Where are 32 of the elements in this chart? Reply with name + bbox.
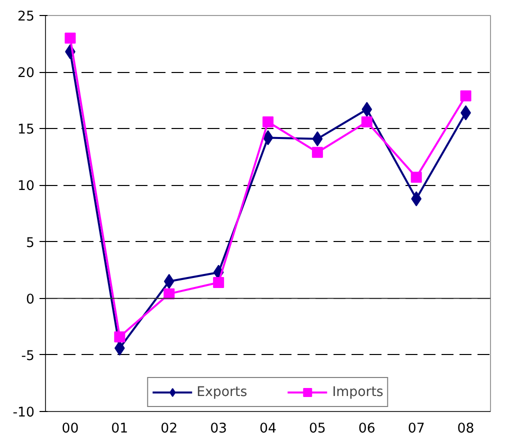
point	[164, 288, 175, 300]
x-tick-label: 03	[210, 422, 228, 436]
point	[362, 102, 372, 117]
y-tick-label: -10	[12, 406, 35, 420]
point	[312, 146, 323, 158]
point	[164, 274, 174, 289]
y-tick-label: 15	[18, 122, 35, 138]
point	[262, 116, 274, 128]
x-tick-label: 01	[111, 422, 128, 436]
point	[361, 116, 372, 128]
x-tick-label: 05	[308, 422, 326, 436]
x-tick-label: 04	[260, 422, 276, 436]
y-tick-label: 25	[18, 10, 35, 24]
y-tick-label: 0	[26, 292, 35, 308]
point	[114, 331, 126, 342]
legend-label: Exports	[196, 384, 248, 400]
y-tick-label: 5	[26, 236, 35, 251]
y-tick-label: -5	[21, 348, 35, 364]
point	[410, 172, 422, 183]
x-tick-label: 06	[358, 422, 376, 436]
x-tick-label: 02	[160, 422, 178, 436]
x-tick-label: 08	[457, 422, 474, 436]
point	[262, 130, 274, 146]
point	[213, 277, 224, 288]
point	[460, 90, 472, 102]
x-tick-label: 07	[408, 422, 425, 436]
y-tick-label: 20	[18, 66, 35, 82]
legend-label: Imports	[332, 384, 384, 400]
point	[312, 131, 323, 146]
point	[64, 32, 76, 44]
y-tick-label: 10	[18, 179, 35, 194]
x-tick-label: 00	[62, 422, 79, 436]
